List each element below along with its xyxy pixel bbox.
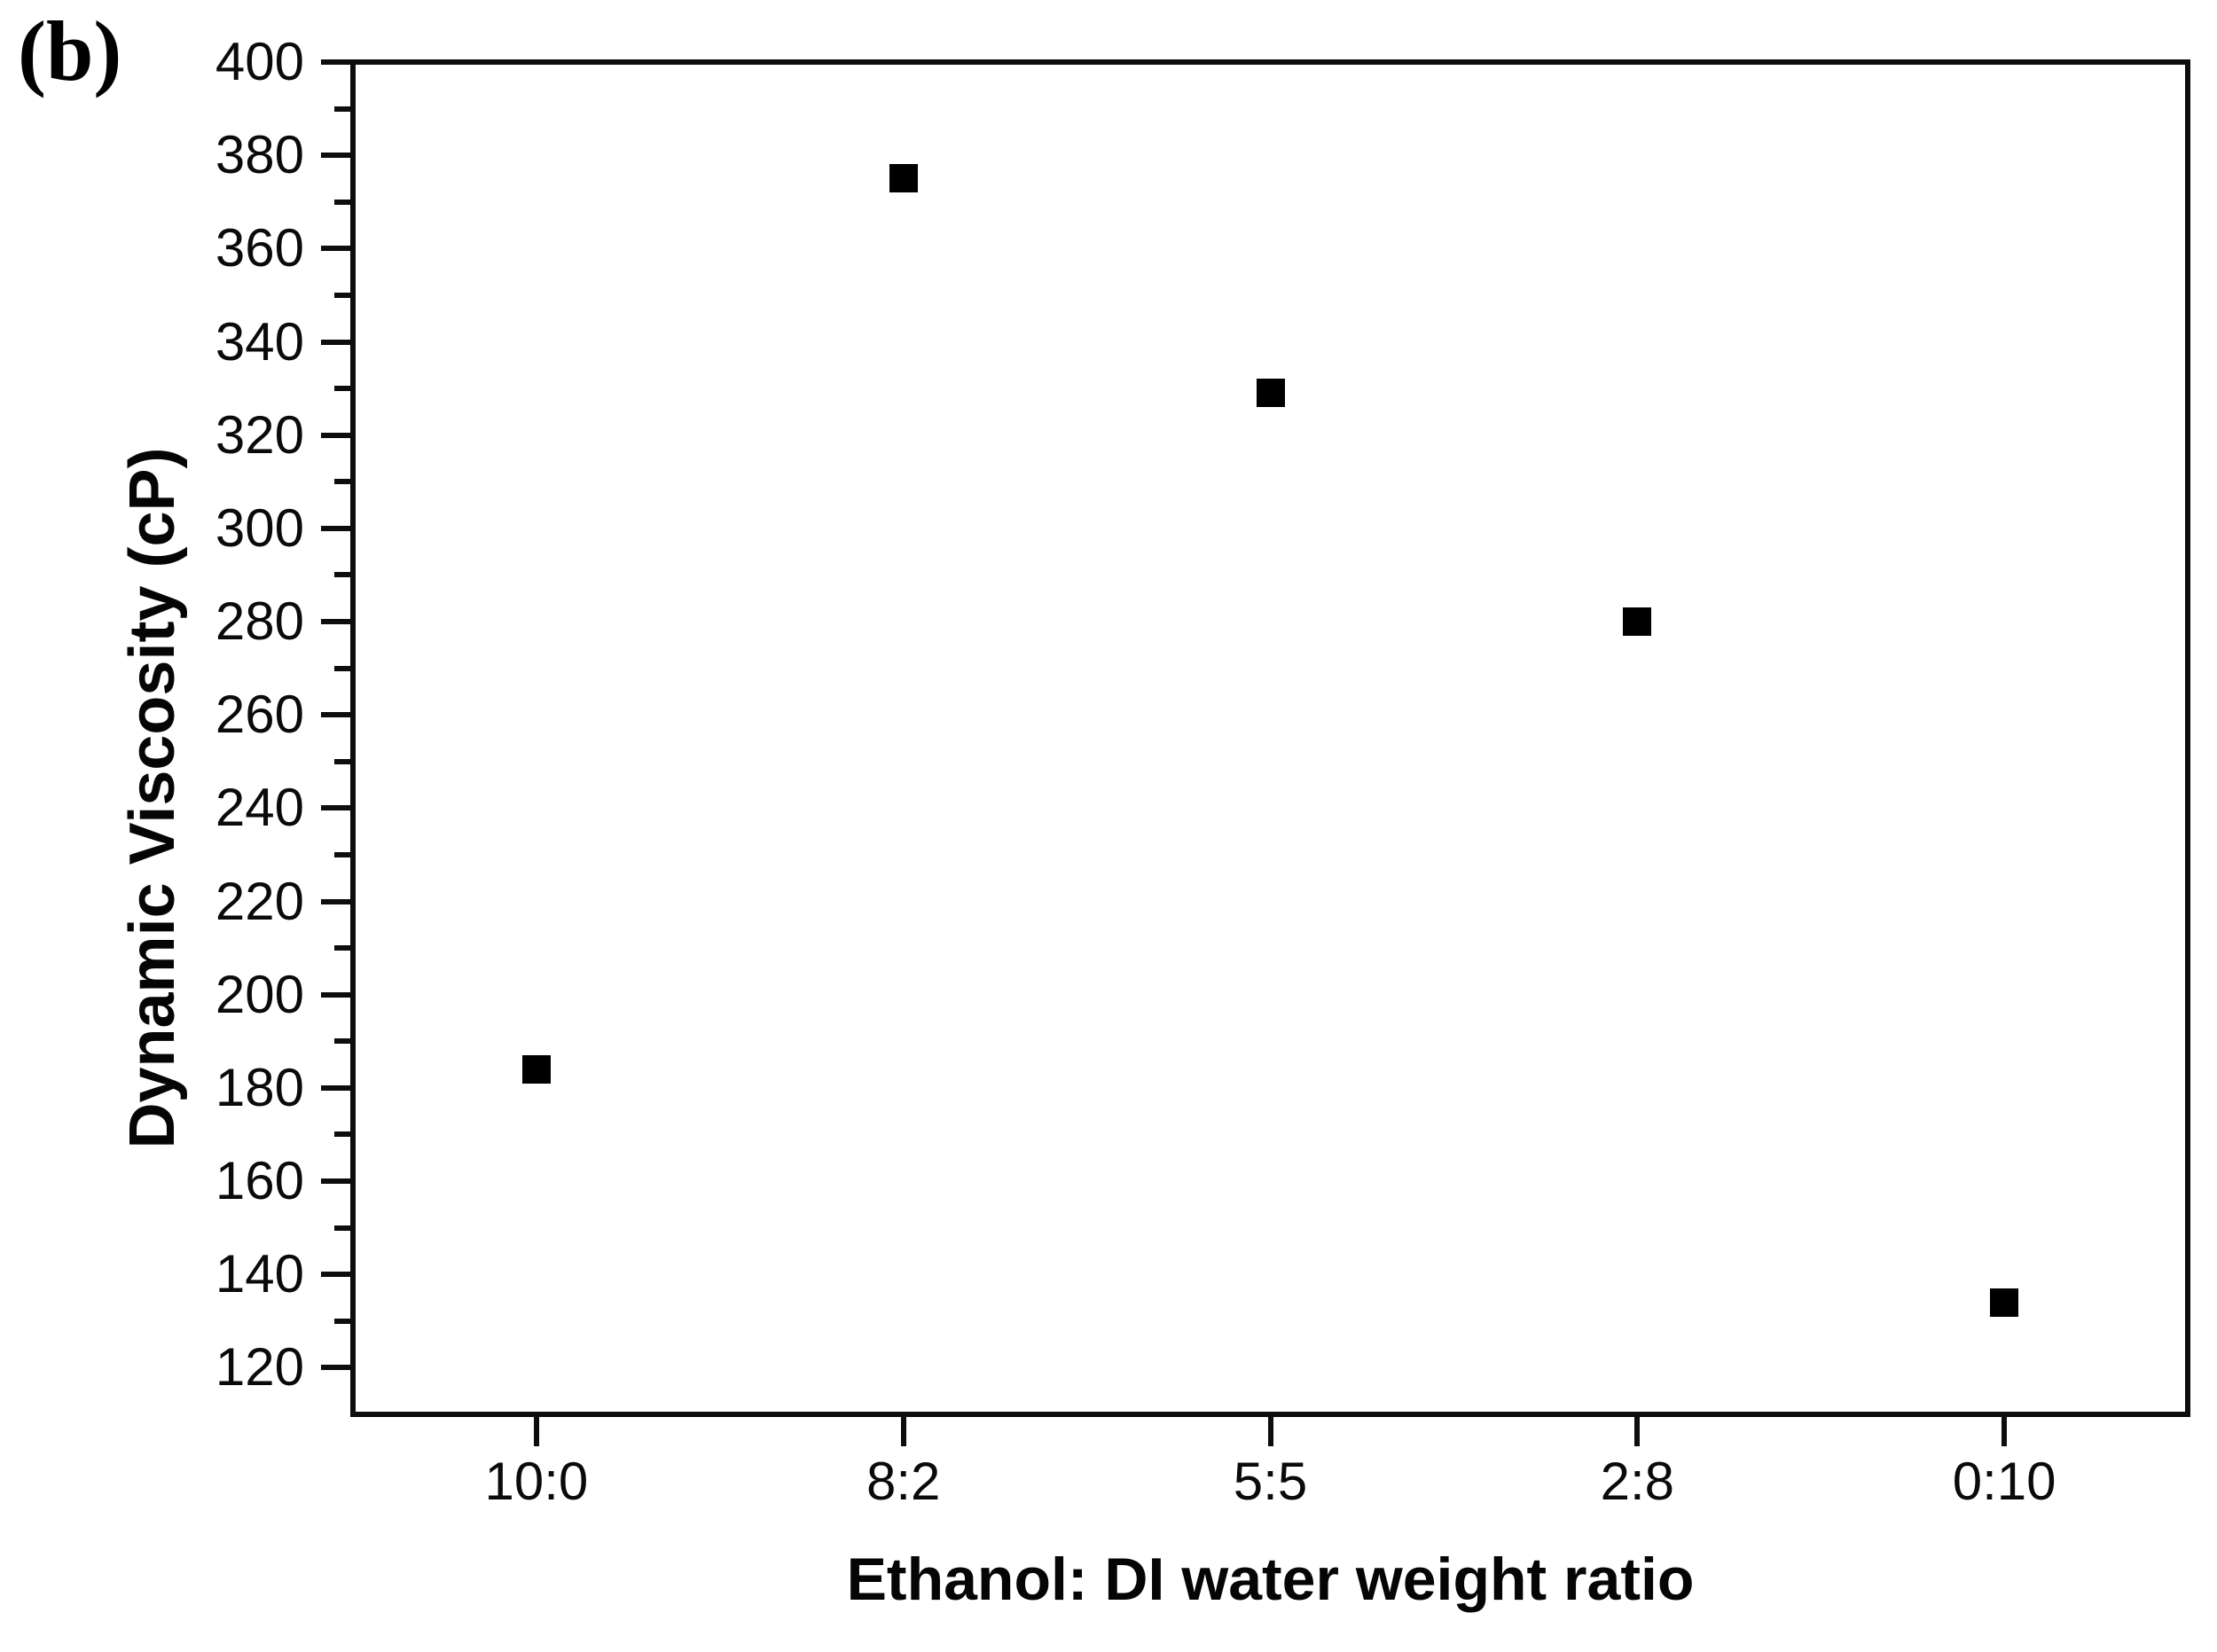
y-major-tick	[321, 619, 353, 625]
y-major-tick	[321, 1272, 353, 1278]
y-tick-label: 380	[215, 125, 304, 185]
y-major-tick	[321, 1084, 353, 1091]
y-tick-label: 220	[215, 871, 304, 931]
y-major-tick	[321, 153, 353, 159]
y-minor-tick	[334, 106, 353, 112]
y-tick-label: 400	[215, 32, 304, 91]
y-minor-tick	[334, 1318, 353, 1324]
x-tick-label: 5:5	[1233, 1452, 1308, 1511]
x-tick	[1267, 1414, 1273, 1446]
y-tick-label: 120	[215, 1337, 304, 1398]
y-tick-label: 340	[215, 311, 304, 372]
y-minor-tick	[334, 386, 353, 392]
y-tick-label: 280	[215, 591, 304, 652]
y-major-tick	[321, 432, 353, 438]
y-major-tick	[321, 1178, 353, 1185]
x-tick	[1634, 1414, 1641, 1446]
x-axis-title: Ethanol: DI water weight ratio	[846, 1546, 1695, 1613]
data-point-marker	[1623, 607, 1652, 637]
y-tick-label: 160	[215, 1151, 304, 1211]
y-major-tick	[321, 712, 353, 718]
data-point-marker	[521, 1054, 551, 1084]
y-minor-tick	[334, 665, 353, 671]
y-tick-label: 300	[215, 497, 304, 558]
plot-area: 400 380 360 340 320 300 280 260 240 220 200 180 160 1…	[215, 35, 2188, 1508]
plot-frame	[350, 59, 2190, 1417]
y-major-tick	[321, 339, 353, 345]
y-major-tick	[321, 898, 353, 904]
x-tick	[900, 1414, 906, 1446]
y-major-tick	[321, 59, 353, 65]
x-tick	[533, 1414, 539, 1446]
x-tick	[2002, 1414, 2008, 1446]
y-minor-tick	[334, 1131, 353, 1138]
x-tick-label: 2:8	[1600, 1452, 1675, 1511]
y-minor-tick	[334, 1038, 353, 1045]
y-minor-tick	[334, 945, 353, 951]
y-major-tick	[321, 246, 353, 252]
x-tick-label: 8:2	[866, 1452, 941, 1511]
figure-label: (b)	[18, 4, 122, 98]
y-tick-label: 320	[215, 404, 304, 465]
y-minor-tick	[334, 851, 353, 857]
y-tick-label: 240	[215, 778, 304, 838]
y-major-tick	[321, 991, 353, 998]
y-tick-label: 260	[215, 685, 304, 745]
x-tick-label: 0:10	[1952, 1452, 2056, 1511]
y-major-tick	[321, 805, 353, 811]
y-axis-title: Dynamic Viscosity (cP)	[117, 447, 188, 1149]
y-minor-tick	[334, 1225, 353, 1231]
data-point-marker	[889, 164, 918, 193]
y-major-tick	[321, 1365, 353, 1371]
y-minor-tick	[334, 292, 353, 298]
y-tick-label: 200	[215, 964, 304, 1024]
y-major-tick	[321, 525, 353, 531]
data-point-marker	[1990, 1288, 2019, 1317]
y-minor-tick	[334, 572, 353, 578]
x-tick-label: 10:0	[484, 1452, 589, 1511]
y-tick-label: 180	[215, 1057, 304, 1117]
y-minor-tick	[334, 479, 353, 485]
data-point-marker	[1256, 379, 1285, 408]
y-minor-tick	[334, 758, 353, 764]
y-tick-label: 140	[215, 1244, 304, 1304]
y-tick-label: 360	[215, 218, 304, 278]
y-minor-tick	[334, 199, 353, 205]
